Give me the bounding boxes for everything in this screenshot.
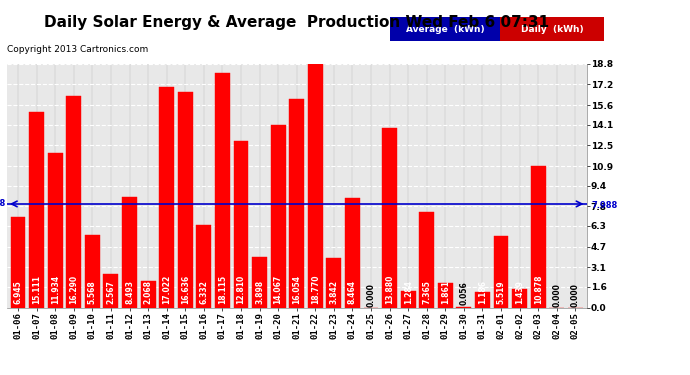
Text: 7.988: 7.988 xyxy=(0,200,6,208)
Text: 1.861: 1.861 xyxy=(441,280,450,304)
Text: 0.000: 0.000 xyxy=(366,283,375,307)
Text: 1.439: 1.439 xyxy=(515,280,524,304)
Bar xyxy=(233,141,248,308)
Text: 17.022: 17.022 xyxy=(162,274,171,304)
Bar xyxy=(493,236,509,308)
Bar xyxy=(420,212,434,308)
Bar xyxy=(141,280,155,308)
Text: 14.067: 14.067 xyxy=(274,274,283,304)
Text: 5.519: 5.519 xyxy=(497,280,506,304)
Bar xyxy=(289,99,304,308)
Text: Copyright 2013 Cartronics.com: Copyright 2013 Cartronics.com xyxy=(7,45,148,54)
Bar xyxy=(475,292,490,308)
Bar xyxy=(270,125,286,308)
Bar xyxy=(122,197,137,308)
Text: 3.842: 3.842 xyxy=(329,280,338,304)
Bar xyxy=(29,112,44,308)
Text: 6.332: 6.332 xyxy=(199,280,208,304)
Bar xyxy=(308,64,323,308)
Bar xyxy=(326,258,342,307)
Text: 2.567: 2.567 xyxy=(106,280,115,304)
Bar xyxy=(48,153,63,308)
Bar xyxy=(512,289,527,308)
Bar xyxy=(66,96,81,308)
Bar xyxy=(178,92,193,308)
Text: 0.000: 0.000 xyxy=(552,283,561,307)
Text: 0.056: 0.056 xyxy=(460,282,469,306)
Bar xyxy=(457,307,471,308)
Bar xyxy=(382,128,397,308)
Bar xyxy=(252,257,267,307)
Bar xyxy=(531,166,546,308)
Text: 7.988: 7.988 xyxy=(591,201,618,210)
Text: 10.878: 10.878 xyxy=(533,274,543,304)
Text: 0.000: 0.000 xyxy=(571,283,580,307)
Text: 16.290: 16.290 xyxy=(69,274,78,304)
Text: 8.493: 8.493 xyxy=(125,280,134,304)
Text: 2.068: 2.068 xyxy=(144,280,152,304)
Text: 12.810: 12.810 xyxy=(237,274,246,304)
Text: 18.115: 18.115 xyxy=(218,274,227,304)
Bar xyxy=(10,217,26,308)
Text: 16.054: 16.054 xyxy=(292,274,302,304)
Text: 3.898: 3.898 xyxy=(255,279,264,304)
Bar xyxy=(438,284,453,308)
Bar xyxy=(215,73,230,308)
Bar xyxy=(197,225,211,308)
Bar xyxy=(345,198,360,308)
Text: Daily  (kWh): Daily (kWh) xyxy=(521,25,583,34)
Bar xyxy=(85,235,100,308)
Text: Average  (kWh): Average (kWh) xyxy=(406,25,484,34)
Text: 13.880: 13.880 xyxy=(385,274,394,304)
Bar xyxy=(159,87,174,308)
Text: 7.365: 7.365 xyxy=(422,280,431,304)
Bar xyxy=(401,291,415,308)
Text: 11.934: 11.934 xyxy=(50,274,60,304)
Text: 15.111: 15.111 xyxy=(32,274,41,304)
Text: 1.186: 1.186 xyxy=(478,280,487,304)
Text: 6.945: 6.945 xyxy=(14,280,23,304)
Text: 5.568: 5.568 xyxy=(88,280,97,304)
Text: 1.284: 1.284 xyxy=(404,280,413,304)
Text: Daily Solar Energy & Average  Production Wed Feb 6 07:31: Daily Solar Energy & Average Production … xyxy=(44,15,549,30)
Bar xyxy=(104,274,119,308)
Text: 18.770: 18.770 xyxy=(310,274,319,304)
Text: 8.464: 8.464 xyxy=(348,280,357,304)
Text: 16.636: 16.636 xyxy=(181,274,190,304)
